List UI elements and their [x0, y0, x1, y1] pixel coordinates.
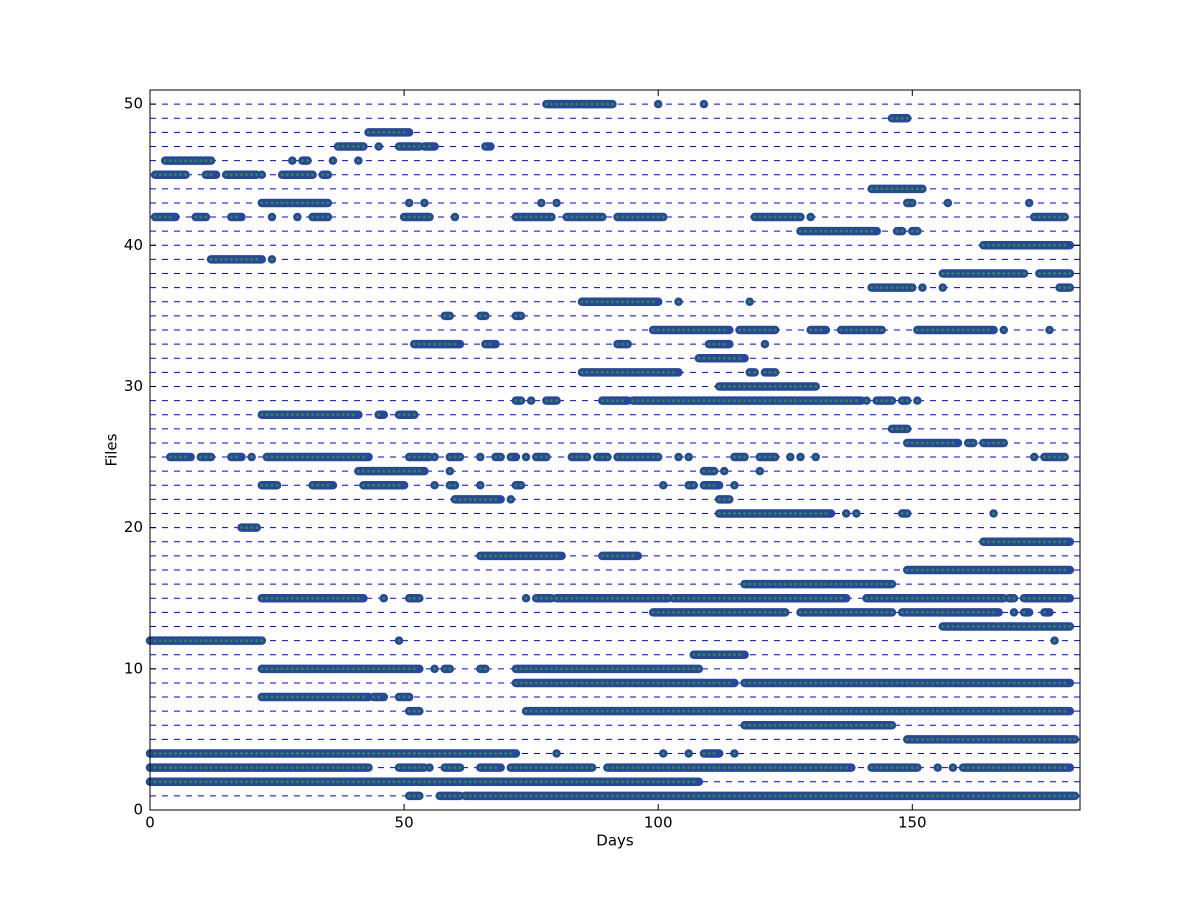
- y-axis-label: Files: [103, 433, 121, 466]
- x-axis-label: Days: [596, 832, 634, 850]
- y-tick-label: 40: [124, 236, 143, 254]
- y-tick-label: 10: [124, 659, 143, 677]
- x-tick-label: 0: [145, 814, 155, 832]
- y-tick-label: 30: [124, 377, 143, 395]
- y-tick-label: 0: [133, 801, 143, 819]
- x-tick-label: 150: [898, 814, 927, 832]
- plot-frame: [149, 89, 1081, 811]
- y-tick-label: 50: [124, 95, 143, 113]
- x-tick-label: 100: [644, 814, 673, 832]
- y-tick-label: 20: [124, 518, 143, 536]
- x-tick-label: 50: [395, 814, 414, 832]
